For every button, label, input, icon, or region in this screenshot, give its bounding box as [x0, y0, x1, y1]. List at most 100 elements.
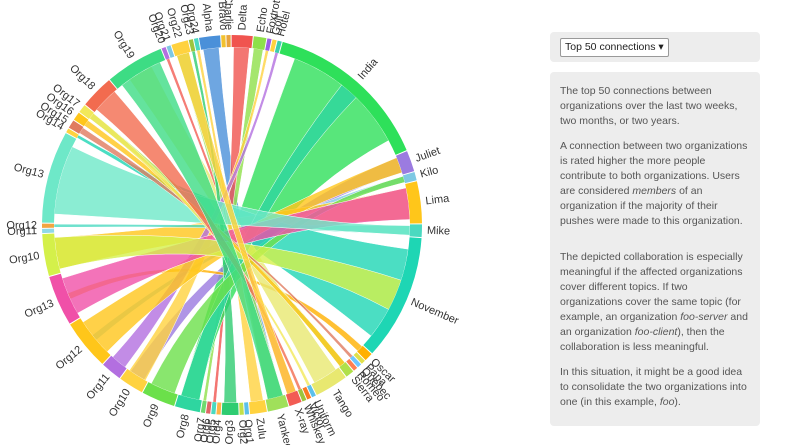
group-label: Org7 [192, 417, 208, 443]
group-label: Org4 [210, 419, 224, 444]
group-label: Org18 [67, 62, 97, 92]
group-arc [353, 352, 365, 364]
group-arc [175, 394, 202, 413]
group-arc [85, 80, 117, 112]
text-run: and an organization [560, 311, 748, 338]
group-arc [193, 38, 201, 51]
group-arc [231, 35, 253, 49]
group-label: Bravo [216, 1, 229, 30]
text-run: foo-server [680, 311, 728, 323]
group-arc [346, 358, 358, 371]
group-arc [216, 402, 222, 415]
group-arc [221, 35, 226, 48]
group-arc [68, 120, 84, 134]
group-label: Org3 [224, 420, 236, 445]
group-arc [279, 41, 407, 155]
dropdown[interactable]: Top 50 connections ▾ [560, 38, 669, 57]
group-arc [302, 386, 312, 400]
group-arc [142, 382, 178, 406]
group-label: Juliet [414, 145, 442, 165]
group-label: Org12 [54, 344, 85, 373]
group-label: Charlie [222, 0, 235, 30]
group-arc [297, 388, 307, 402]
text-run: ), then the collaboration is less meanin… [560, 326, 725, 353]
group-label: November [409, 296, 461, 327]
control-panel: Top 50 connections ▾ [550, 32, 760, 62]
group-label: Org10 [8, 250, 40, 267]
group-arc [188, 39, 196, 52]
group-arc [311, 367, 346, 396]
group-arc [248, 399, 267, 415]
info-panel: The depicted collaboration is especially… [550, 238, 760, 426]
chord [82, 157, 403, 353]
group-label: Delta [236, 3, 249, 30]
group-arc [349, 355, 362, 368]
chord [121, 61, 284, 400]
group-arc [226, 35, 231, 48]
group-arc [405, 181, 422, 224]
group-arc [42, 223, 55, 228]
group-label: Tango [329, 388, 355, 420]
group-label: Org2 [236, 419, 249, 444]
group-arc [42, 228, 55, 234]
group-label: Golf [270, 13, 286, 36]
chords [53, 46, 411, 404]
group-arc [244, 402, 250, 415]
group-arc [357, 345, 372, 361]
group-label: Alpha [200, 3, 215, 33]
group-arc [363, 237, 422, 354]
group-arc [265, 394, 289, 412]
group-label: Lima [425, 193, 451, 208]
group-arc [285, 390, 302, 407]
text-run: foo-client [634, 326, 678, 338]
group-label: Org5 [204, 418, 218, 444]
group-label: Org24 [183, 2, 201, 34]
group-arc [200, 400, 207, 414]
group-arc [171, 40, 191, 57]
group-label: Org10 [107, 387, 133, 419]
group-label: Zulu [253, 417, 268, 440]
text-run: ). [674, 396, 681, 408]
group-arc [70, 318, 111, 364]
group-arc [49, 273, 80, 324]
group-arc [307, 384, 316, 398]
group-arc [42, 133, 77, 223]
group-arc [274, 40, 282, 54]
group-arc [161, 47, 170, 60]
text-run: of an organization if the majority of th… [560, 185, 743, 227]
chord [54, 234, 402, 310]
group-label: Mike [427, 225, 451, 238]
text-run: members [632, 185, 677, 197]
paragraph: The depicted collaboration is especially… [560, 250, 750, 355]
text-run: A connection between two organizations i… [560, 140, 748, 197]
group-label: Org13 [23, 297, 56, 320]
group-arc [239, 402, 244, 415]
group-label: Org19 [111, 29, 137, 61]
group-arc [252, 36, 267, 50]
text-run: The depicted collaboration is especially… [560, 251, 743, 323]
group-arc [409, 224, 423, 238]
group-arc [120, 368, 148, 393]
group-arc [339, 362, 354, 377]
group-label: Org11 [84, 372, 112, 403]
group-arc [402, 172, 417, 184]
group-arc [166, 45, 175, 58]
text-run: The top 50 connections between organizat… [560, 85, 738, 127]
group-label: Org8 [174, 413, 191, 440]
text-run: foo [659, 396, 675, 408]
group-label: Echo [255, 6, 271, 33]
paragraph: The top 50 connections between organizat… [560, 84, 750, 129]
paragraph: A connection between two organizations i… [560, 139, 750, 229]
group-arc [269, 39, 277, 52]
group-arc [79, 105, 94, 119]
group-label: India [356, 56, 381, 83]
group-arc [103, 355, 127, 379]
group-label: Yankee [274, 413, 295, 445]
group-label: Org11 [7, 225, 37, 238]
group-arc [395, 151, 415, 175]
group-label: Org13 [12, 161, 45, 180]
group-arc [73, 112, 89, 127]
group-arc [221, 402, 239, 415]
group-label: Org9 [141, 402, 162, 429]
